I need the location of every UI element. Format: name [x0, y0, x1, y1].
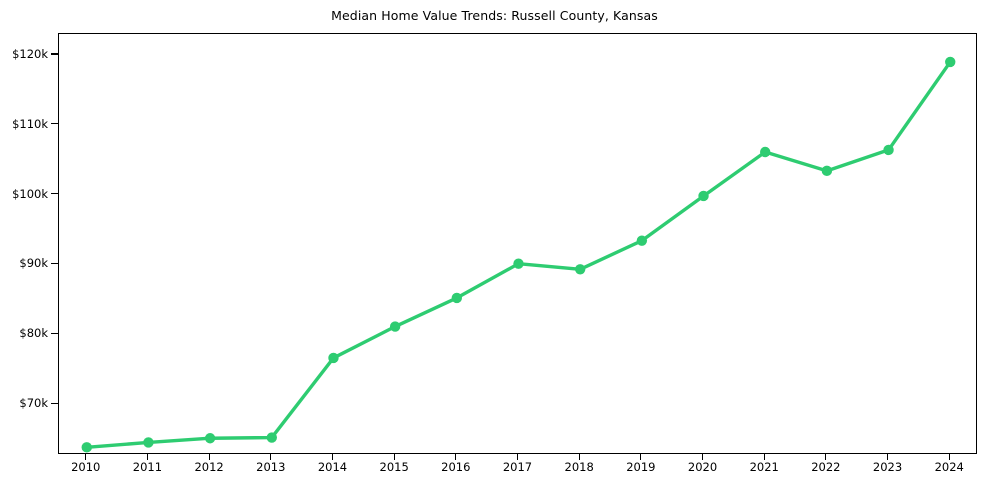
y-axis-tick-mark	[51, 262, 58, 264]
y-axis-tick-label: $70k	[19, 396, 48, 411]
x-axis-tick-label: 2014	[317, 460, 348, 474]
x-axis-tick-mark	[331, 454, 334, 460]
data-point-marker	[760, 146, 771, 158]
x-axis-tick-label: 2011	[132, 460, 163, 474]
data-point-marker	[451, 292, 463, 304]
x-axis-tick-label: 2010	[71, 460, 101, 474]
data-point-markers	[81, 56, 956, 453]
x-axis-tick-label: 2015	[379, 460, 409, 474]
x-axis-tick-mark	[948, 454, 950, 460]
line-chart-svg	[81, 56, 956, 453]
x-axis-tick-mark	[270, 454, 272, 460]
chart-title: Median Home Value Trends: Russell County…	[331, 8, 658, 23]
y-axis-tick-mark	[51, 332, 58, 334]
y-axis-tick-mark	[51, 193, 58, 195]
x-axis-tick-label: 2022	[811, 460, 841, 474]
x-axis-tick-label: 2019	[626, 460, 656, 474]
y-axis-tick-mark	[51, 123, 58, 125]
y-axis-tick-mark	[51, 53, 58, 55]
x-axis-tick-mark	[702, 454, 704, 460]
x-axis-tick-mark	[825, 454, 827, 460]
data-point-marker	[204, 433, 216, 444]
x-axis-tick-mark	[640, 454, 642, 460]
data-point-marker	[328, 352, 339, 364]
x-axis-tick-mark	[517, 454, 519, 460]
x-axis-tick-mark	[393, 454, 395, 460]
data-point-marker	[945, 56, 956, 68]
data-point-marker	[821, 165, 833, 177]
x-axis-tick-label: 2013	[256, 460, 286, 474]
x-axis-tick-label: 2024	[934, 460, 964, 474]
x-axis-tick-label: 2016	[441, 460, 471, 474]
x-axis-tick-label: 2020	[687, 460, 718, 474]
x-axis-tick-mark	[763, 454, 765, 460]
y-axis-tick-label: $110k	[12, 116, 48, 131]
x-axis-tick-mark	[146, 454, 149, 460]
x-axis-tick-label: 2012	[194, 460, 224, 474]
data-point-marker	[143, 437, 154, 448]
data-point-marker	[636, 235, 648, 246]
y-axis-tick-label: $100k	[12, 186, 48, 201]
data-point-marker	[574, 264, 586, 275]
x-axis-tick-mark	[85, 454, 87, 460]
x-axis-tick-label: 2021	[749, 460, 779, 474]
x-axis-tick-mark	[887, 454, 889, 460]
y-axis-tick-label: $80k	[19, 326, 48, 341]
y-axis-tick-label: $120k	[12, 46, 48, 61]
data-point-marker	[389, 321, 401, 332]
y-axis-tick-mark	[51, 402, 58, 404]
data-point-marker	[883, 144, 894, 156]
x-axis-tick-label: 2023	[872, 460, 903, 474]
x-axis-tick-mark	[578, 454, 580, 460]
data-point-marker	[513, 258, 524, 269]
data-point-marker	[81, 442, 92, 453]
data-line-median-home-value	[85, 60, 952, 450]
x-axis-tick-label: 2017	[502, 460, 533, 474]
x-axis-tick-mark	[208, 454, 210, 460]
x-axis-tick-mark	[455, 454, 457, 460]
x-axis-tick-label: 2018	[564, 460, 594, 474]
y-axis-tick-label: $90k	[19, 256, 48, 271]
plot-area	[58, 33, 977, 454]
data-point-marker	[266, 432, 277, 443]
y-axis: $70k $80k $90k $100k $110k $120k	[0, 0, 48, 490]
data-point-marker	[698, 190, 709, 202]
